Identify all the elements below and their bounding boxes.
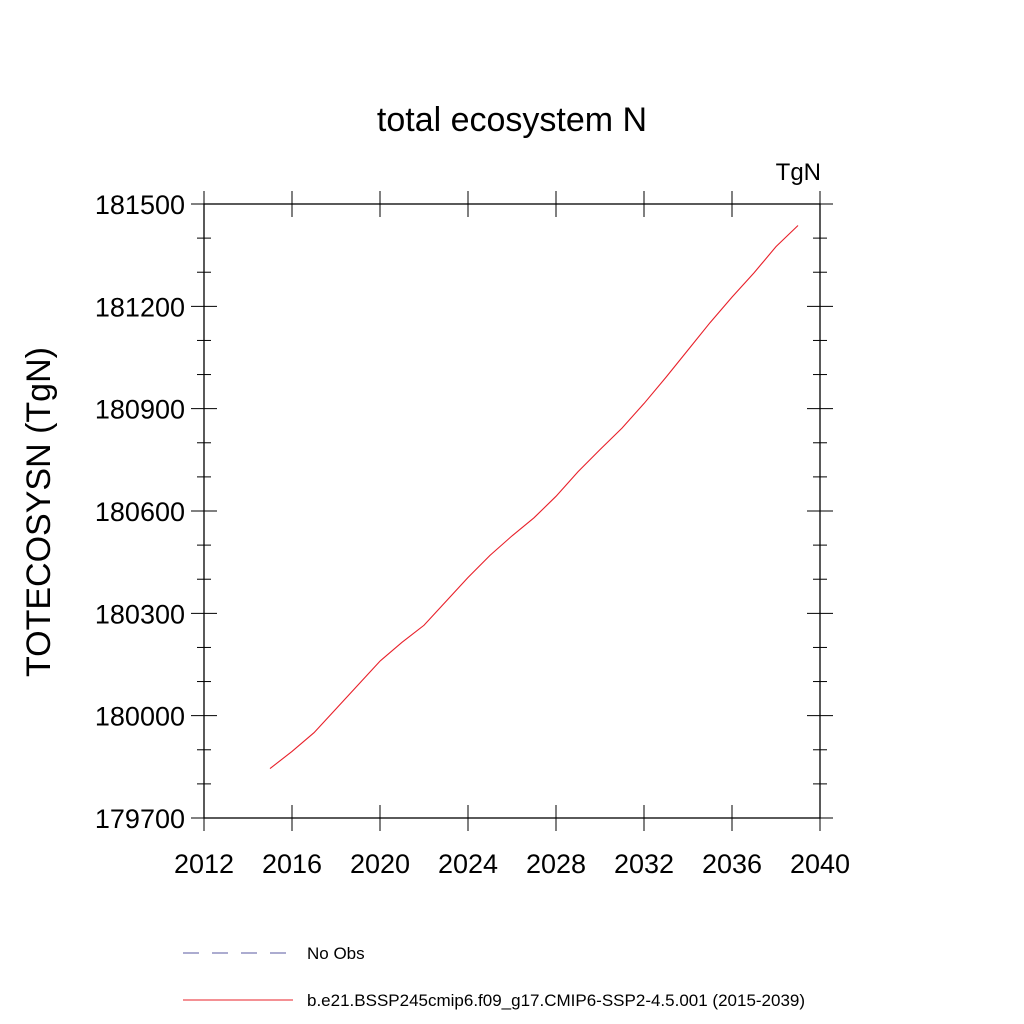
x-tick-label: 2036 [702,849,762,879]
x-tick-label: 2024 [438,849,498,879]
series-lines [269,225,799,769]
units-label: TgN [776,159,821,186]
x-tick-label: 2040 [790,849,850,879]
y-tick-label: 180600 [95,497,185,527]
y-tick-label: 179700 [95,804,185,834]
legend-label-no-obs: No Obs [307,944,365,963]
y-tick-label: 180900 [95,395,185,425]
legend: No Obs b.e21.BSSP245cmip6.f09_g17.CMIP6-… [183,944,805,1010]
axis-ticks [191,191,833,831]
x-tick-label: 2032 [614,849,674,879]
y-tick-label: 181200 [95,292,185,322]
series-line [269,225,799,769]
y-tick-label: 181500 [95,190,185,220]
x-tick-label: 2016 [262,849,322,879]
y-axis-title: TOTECOSYSN (TgN) [20,347,58,677]
x-tick-label: 2020 [350,849,410,879]
plot-frame [203,203,821,819]
y-tick-label: 180000 [95,702,185,732]
tick-labels: 179700 180000 180300 180600 180900 181200 1815… [95,190,850,879]
x-tick-label: 2028 [526,849,586,879]
legend-label-model-run: b.e21.BSSP245cmip6.f09_g17.CMIP6-SSP2-4.… [307,991,805,1010]
y-tick-label: 180300 [95,599,185,629]
chart-title: total ecosystem N [377,101,647,139]
x-tick-label: 2012 [174,849,234,879]
